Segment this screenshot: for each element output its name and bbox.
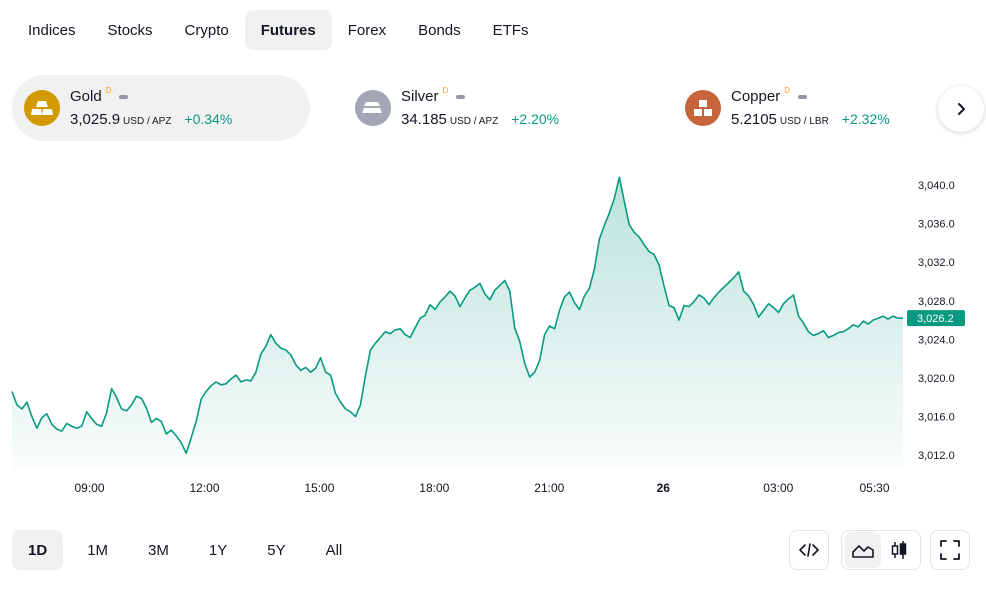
series-area — [12, 177, 903, 471]
period-1m[interactable]: 1M — [87, 541, 109, 559]
last-price-label: 3,026.2 — [917, 313, 954, 325]
card-unit: USD / APZ — [449, 116, 499, 127]
period-all[interactable]: All — [325, 541, 343, 559]
x-tick-label: 15:00 — [304, 481, 334, 495]
card-unit: USD / LBR — [779, 116, 829, 127]
x-tick-label: 12:00 — [189, 481, 219, 495]
card-name: Copper — [731, 88, 781, 105]
tab-stocks[interactable]: Stocks — [107, 21, 153, 39]
tab-etfs[interactable]: ETFs — [492, 21, 529, 39]
market-status-icon — [456, 94, 466, 99]
silver-bars-icon — [355, 90, 391, 126]
next-cards-button[interactable] — [938, 86, 984, 132]
area-style-button[interactable] — [845, 532, 881, 568]
x-tick-label: 09:00 — [74, 481, 104, 495]
fullscreen-icon — [940, 540, 960, 560]
card-change: +0.34% — [184, 111, 233, 127]
x-tick-label: 05:30 — [859, 481, 889, 495]
category-tabs: Indices Stocks Crypto Futures Forex Bond… — [12, 10, 544, 50]
area-chart-icon — [852, 545, 874, 558]
tab-futures[interactable]: Futures — [244, 10, 332, 50]
period-selector: 1D 1M 3M 1Y 5Y All — [12, 530, 366, 570]
series-line — [11, 176, 903, 455]
y-tick-label: 3,036.0 — [918, 219, 955, 231]
market-status-icon — [119, 94, 129, 99]
tab-forex[interactable]: Forex — [347, 21, 387, 39]
chart-canvas: 3,040.0 3,036.0 3,032.0 3,028.0 3,024.0 3,020… — [11, 176, 965, 495]
candlestick-icon — [891, 541, 907, 559]
fullscreen-button[interactable] — [930, 530, 970, 570]
period-5y[interactable]: 5Y — [267, 541, 286, 559]
chevron-right-icon — [958, 103, 965, 115]
y-tick-label: 3,020.0 — [918, 373, 955, 385]
market-status-icon — [797, 94, 807, 99]
card-name: Gold — [70, 88, 102, 105]
price-chart[interactable]: 3,040.0 3,036.0 3,032.0 3,028.0 3,024.0 3,020… — [0, 150, 986, 500]
y-tick-label: 3,016.0 — [918, 412, 955, 424]
chart-style-switcher — [841, 530, 921, 570]
x-tick-label: 26 — [657, 481, 671, 495]
delayed-badge: D — [442, 86, 449, 95]
card-change: +2.32% — [841, 111, 890, 127]
y-tick-label: 3,012.0 — [918, 450, 955, 462]
symbol-cards: Gold D 3,025.9 USD / APZ +0.34% Silver D — [12, 75, 974, 141]
tab-bonds[interactable]: Bonds — [418, 21, 461, 39]
y-tick-label: 3,028.0 — [918, 296, 955, 308]
card-price: 5.2105 — [731, 111, 777, 128]
code-icon — [799, 543, 819, 557]
x-tick-label: 18:00 — [419, 481, 449, 495]
delayed-badge: D — [784, 86, 790, 95]
y-tick-label: 3,024.0 — [918, 334, 955, 346]
gold-bars-icon — [24, 90, 60, 126]
period-1y[interactable]: 1Y — [208, 541, 228, 559]
y-tick-label: 3,040.0 — [918, 180, 955, 192]
delayed-badge: D — [105, 86, 112, 95]
period-3m[interactable]: 3M — [148, 541, 169, 559]
last-price-tag — [907, 310, 965, 327]
card-name: Silver — [401, 88, 439, 105]
card-price: 3,025.9 — [70, 111, 121, 128]
card-change: +2.20% — [511, 111, 560, 127]
tab-indices[interactable]: Indices — [28, 21, 76, 39]
card-copper[interactable]: Copper D 5.2105 USD / LBR +2.32% — [673, 75, 933, 141]
x-tick-label: 21:00 — [534, 481, 564, 495]
tab-crypto[interactable]: Crypto — [184, 21, 229, 39]
card-gold[interactable]: Gold D 3,025.9 USD / APZ +0.34% — [12, 75, 310, 141]
card-price: 34.185 — [401, 111, 447, 128]
y-tick-label: 3,032.0 — [918, 257, 955, 269]
embed-button[interactable] — [789, 530, 829, 570]
x-tick-label: 03:00 — [763, 481, 793, 495]
copper-blocks-icon — [685, 90, 721, 126]
candle-style-button[interactable] — [881, 532, 917, 568]
card-silver[interactable]: Silver D 34.185 USD / APZ +2.20% — [343, 75, 643, 141]
period-1d[interactable]: 1D — [12, 530, 64, 570]
card-unit: USD / APZ — [123, 116, 172, 127]
